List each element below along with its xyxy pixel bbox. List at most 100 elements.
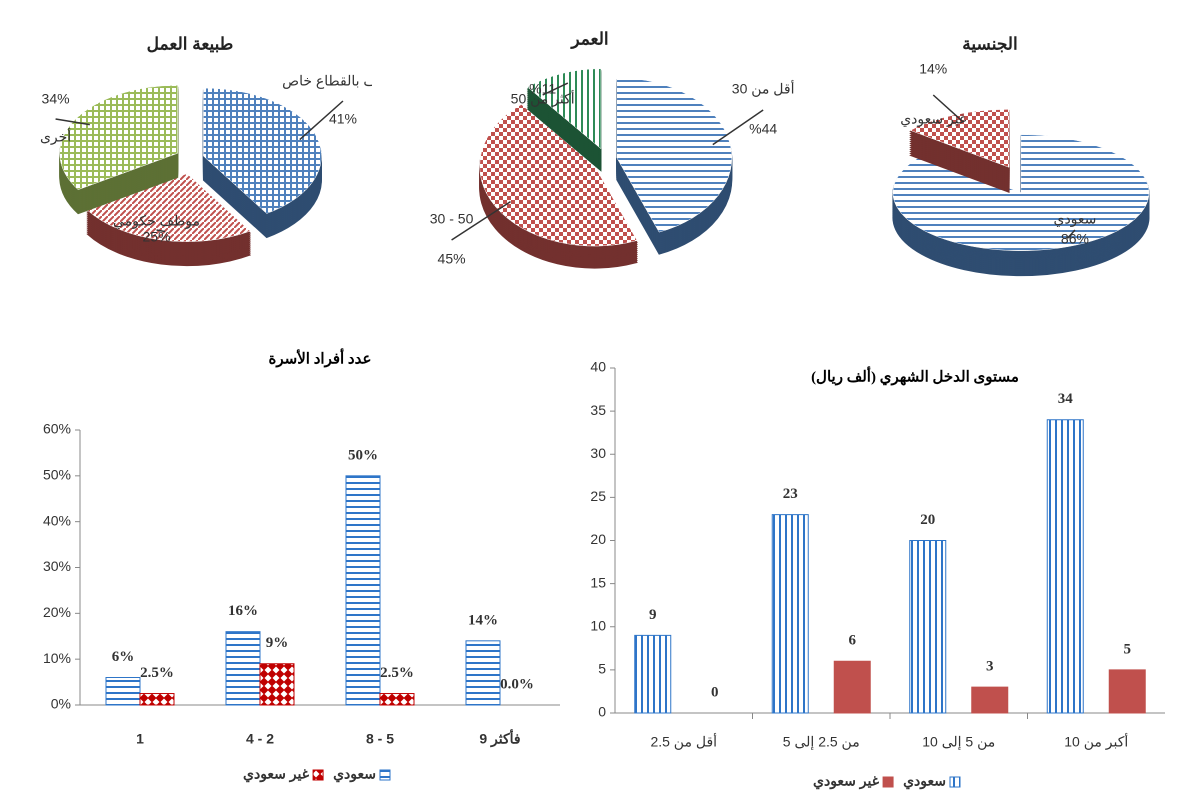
chart-title: طبيعة العمل (147, 34, 234, 53)
bar (909, 540, 947, 714)
y-tick-label: 60% (43, 421, 71, 437)
leader-line (55, 118, 90, 126)
y-tick-label: 0% (51, 696, 71, 712)
pie-slice (203, 87, 322, 214)
pie-label: أكثر من 50 (511, 89, 575, 108)
y-tick-label: 35 (590, 402, 606, 418)
bar (971, 686, 1009, 714)
leader-line (542, 82, 569, 96)
pie-value: 25% (143, 229, 171, 245)
data-label: 23 (783, 486, 798, 502)
data-label: 9 (649, 607, 657, 623)
data-label: 20 (920, 512, 935, 528)
legend-swatch (312, 769, 324, 781)
pie-value: %11 (529, 81, 556, 97)
x-tick-label: أقل من 2.5 (650, 732, 717, 751)
bar (345, 475, 381, 706)
data-label: 16% (228, 603, 258, 619)
y-tick-label: 0 (598, 704, 606, 720)
bar (1046, 419, 1084, 714)
x-tick-label: من 2.5 إلى 5 (783, 734, 860, 751)
chart-title: عدد أفراد الأسرة (269, 347, 372, 367)
legend-label: سعودي (903, 773, 946, 790)
y-tick-label: 50% (43, 467, 71, 483)
data-label: 0.0% (500, 676, 534, 692)
pie-label: غير سعودي (900, 111, 966, 128)
bar (139, 693, 175, 706)
chart: أقل من 30 %44 30 - 50 45% أكثر من 50%11 العمر (430, 29, 795, 269)
leader-line (156, 229, 166, 233)
data-label: 5 (1124, 641, 1132, 657)
leader-line (1066, 229, 1076, 239)
pie-value: %44 (749, 121, 777, 137)
pie-slice (527, 68, 602, 150)
bar (771, 514, 809, 714)
legend-swatch (949, 776, 961, 788)
bar (833, 660, 871, 714)
pie-value: 86% (1061, 231, 1089, 247)
y-tick-label: 30% (43, 558, 71, 574)
pie-label: سعودي (1053, 211, 1096, 228)
y-tick-label: 40 (590, 359, 606, 375)
legend-swatch (882, 776, 894, 788)
pie-value: 45% (438, 251, 466, 267)
pie-value: 14% (919, 61, 947, 77)
pie-label: 30 - 50 (430, 211, 474, 227)
y-tick-label: 15 (590, 574, 606, 590)
bar (1108, 669, 1146, 714)
legend-label: غير سعودي (813, 773, 880, 790)
bar (634, 634, 672, 714)
leader-line (299, 100, 344, 141)
pie-slice (479, 104, 638, 247)
data-label: 50% (348, 447, 378, 463)
x-tick-label: 9 فأكثر (479, 729, 520, 748)
data-label: 9% (266, 635, 289, 651)
x-tick-label: من 5 إلى 10 (922, 734, 995, 751)
x-tick-label: 8 - 5 (366, 731, 394, 747)
chart-title: العمر (569, 29, 608, 49)
pie-value: 41% (329, 111, 357, 127)
chart: عدد أفراد الأسرة0%10%20%30%40%50%60%16%2… (43, 347, 560, 783)
data-label: 2.5% (140, 665, 174, 681)
y-tick-label: 10 (590, 617, 606, 633)
y-tick-label: 40% (43, 512, 71, 528)
chart: سعودي 86% غير سعودي 14% الجنسية (892, 34, 1150, 277)
y-tick-label: 30 (590, 445, 606, 461)
x-tick-label: 4 - 2 (246, 731, 274, 747)
data-label: 6% (112, 649, 135, 665)
chart: مستوى الدخل الشهري (ألف ريال) 0 5 10 15 20 25 3… (590, 359, 1165, 790)
data-label: 14% (468, 612, 498, 628)
leader-line (712, 109, 764, 146)
x-tick-label: 1 (136, 731, 144, 747)
data-label: 6 (849, 633, 857, 649)
pie-label: أخرى (40, 127, 71, 146)
pie-slice (86, 173, 251, 242)
legend-label: غير سعودي (243, 766, 310, 783)
y-tick-label: 20% (43, 604, 71, 620)
pie-slice (59, 85, 178, 190)
bar (465, 640, 501, 706)
y-tick-label: 25 (590, 488, 606, 504)
data-label: 3 (986, 659, 994, 675)
pie-slice (892, 134, 1150, 251)
pie-slice (616, 77, 732, 233)
chart-title: الجنسية (962, 34, 1017, 53)
legend-swatch (379, 769, 391, 781)
bar (225, 631, 261, 706)
y-tick-label: 10% (43, 650, 71, 666)
chart-title: مستوى الدخل الشهري (ألف ريال) (811, 365, 1019, 386)
pie-label: موظف حكومي (113, 213, 200, 230)
leader-line (451, 201, 511, 241)
pie-label: موظف بالقطاع خاص (282, 73, 372, 90)
data-label: 2.5% (380, 665, 414, 681)
data-label: 34 (1058, 391, 1074, 407)
bar (259, 663, 295, 706)
data-label: 0 (711, 684, 719, 700)
pie-label: أقل من 30 (732, 79, 795, 98)
y-tick-label: 5 (598, 661, 606, 677)
y-tick-label: 20 (590, 531, 606, 547)
bar (105, 677, 141, 706)
bar (379, 693, 415, 706)
